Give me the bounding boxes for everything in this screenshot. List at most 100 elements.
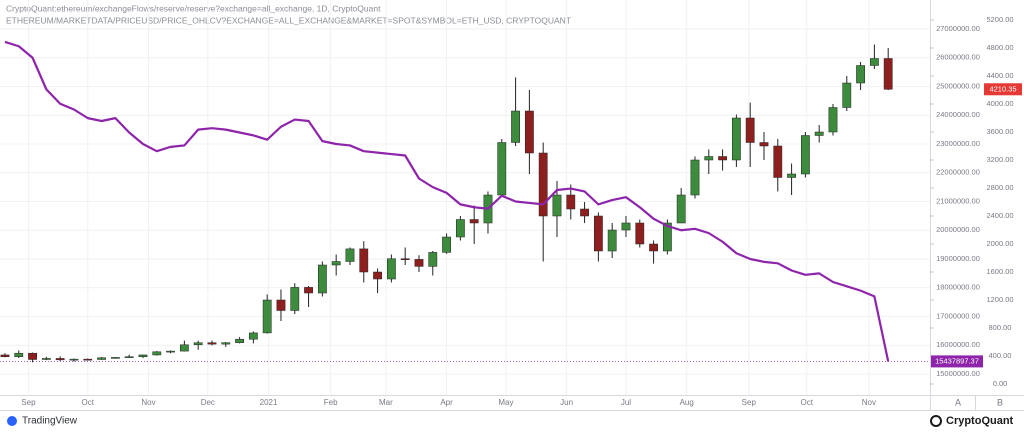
candle-body <box>138 354 148 357</box>
x-tick-label: Aug <box>680 398 694 407</box>
reserve-line <box>4 40 890 362</box>
candle-body <box>497 142 507 196</box>
y2-tick-label: 1200.00 <box>986 295 1013 304</box>
y2-tick-label: 2800.00 <box>986 183 1013 192</box>
y-tick-label: 16000000.00 <box>936 340 980 349</box>
y-tick-label: 23000000.00 <box>936 139 980 148</box>
x-tick-label: Feb <box>324 398 338 407</box>
candle-body <box>607 229 617 252</box>
candle-body <box>124 356 134 358</box>
y2-tick-label: 2000.00 <box>986 239 1013 248</box>
candle-body <box>676 194 686 224</box>
x-tick-label: Sep <box>742 398 757 407</box>
candle-body <box>759 142 769 147</box>
y-tick-label: 15000000.00 <box>936 369 980 378</box>
y-tick-label: 20000000.00 <box>936 225 980 234</box>
candle-body <box>442 236 451 253</box>
candle-body <box>538 152 548 217</box>
y2-tick-label: 3200.00 <box>986 155 1013 164</box>
scale-button[interactable]: A <box>955 397 961 407</box>
candle-body <box>635 222 645 245</box>
last-value-box <box>931 355 983 368</box>
candle-body <box>718 156 727 161</box>
candle-body <box>373 271 382 280</box>
candle-body <box>869 58 879 66</box>
candle-body <box>290 287 300 311</box>
candle-body <box>580 208 589 217</box>
candle-body <box>41 358 51 360</box>
y-tick-label: 25000000.00 <box>936 81 980 90</box>
candle-body <box>166 350 175 353</box>
candle-body <box>14 352 24 357</box>
legend-entry: ETHEREUM/MARKETDATA/PRICEUSD/PRICE_OHLCV… <box>6 15 571 25</box>
y2-tick-label: 4000.00 <box>986 99 1013 108</box>
y2-tick-label: 2400.00 <box>986 211 1013 220</box>
candle-body <box>193 342 203 346</box>
y-tick-label: 24000000.00 <box>936 110 980 119</box>
candle-body <box>110 357 120 359</box>
footer-right: CryptoQuant <box>946 415 1014 427</box>
candle-body <box>593 215 603 252</box>
candle-body <box>455 219 465 238</box>
tradingview-logo: TradingView <box>7 416 78 427</box>
last-value-label: 15437897.37 <box>935 356 979 365</box>
candle-body <box>83 358 93 361</box>
footer-left: TradingView <box>22 416 78 427</box>
axes: 15000000.00 16000000.00 17000000.00 1800000… <box>21 15 1022 407</box>
y2-tick-label: 1600.00 <box>986 267 1013 276</box>
candle-body <box>552 194 562 217</box>
candle-body <box>787 173 796 178</box>
candle-body <box>179 344 189 352</box>
x-tick-label: Nov <box>862 398 876 407</box>
y2-tick-label: 5200.00 <box>986 15 1013 24</box>
x-tick-label: Jul <box>621 398 631 407</box>
candle-body <box>262 299 272 334</box>
candle-body <box>814 131 824 136</box>
candle-body <box>662 222 672 252</box>
candle-body <box>400 258 410 260</box>
y2-tick-label: 400.00 <box>989 351 1012 360</box>
candle-body <box>621 222 631 231</box>
x-tick-label: Oct <box>801 398 814 407</box>
x-tick-label: Apr <box>440 398 453 407</box>
y-tick-label: 18000000.00 <box>936 283 980 292</box>
y-tick-label: 27000000.00 <box>936 24 980 33</box>
candle-body <box>566 194 576 210</box>
x-tick-label: Oct <box>82 398 95 407</box>
y2-tick-label: 3600.00 <box>986 127 1013 136</box>
y-tick-label: 21000000.00 <box>936 196 980 205</box>
y2-tick-label: 4800.00 <box>986 43 1013 52</box>
candle-body <box>97 357 106 360</box>
y2-tick-label: 4400.00 <box>986 71 1013 80</box>
candle-body <box>773 145 783 178</box>
y-tick-label: 26000000.00 <box>936 53 980 62</box>
candle-body <box>55 358 65 361</box>
candle-body <box>207 342 217 345</box>
candle-body <box>704 156 714 161</box>
candle-body <box>414 259 424 267</box>
candle-body <box>248 332 258 340</box>
y-tick-label: 19000000.00 <box>936 254 980 263</box>
candle-body <box>731 117 741 161</box>
candle-body <box>152 351 162 356</box>
candle-body <box>276 299 286 311</box>
candle-body <box>828 107 838 133</box>
candle-body <box>331 261 341 266</box>
last-price-box <box>984 83 1022 96</box>
x-tick-label: May <box>498 398 513 407</box>
candle-body <box>28 352 37 360</box>
y-tick-label: 17000000.00 <box>936 311 980 320</box>
y-tick-label: 22000000.00 <box>936 168 980 177</box>
candle-body <box>856 65 865 84</box>
x-tick-label: Nov <box>141 398 155 407</box>
candle-body <box>235 338 244 343</box>
candle-body <box>345 248 355 262</box>
candle-body <box>649 243 658 252</box>
x-tick-label: Mar <box>379 398 393 407</box>
y2-tick-label: 800.00 <box>989 323 1012 332</box>
x-tick-label: Sep <box>21 398 36 407</box>
scale-button[interactable]: B <box>997 397 1003 407</box>
candle-body <box>386 258 396 280</box>
